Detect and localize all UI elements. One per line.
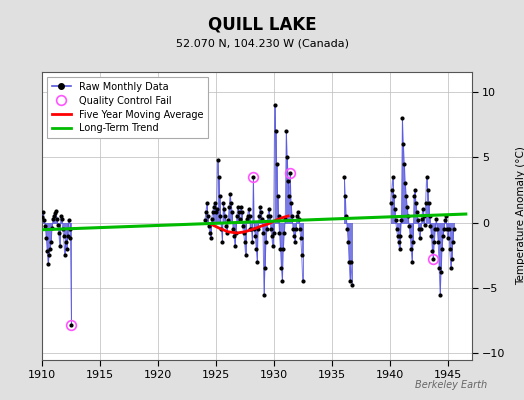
Text: QUILL LAKE: QUILL LAKE (208, 16, 316, 34)
Text: 52.070 N, 104.230 W (Canada): 52.070 N, 104.230 W (Canada) (176, 38, 348, 48)
Y-axis label: Temperature Anomaly (°C): Temperature Anomaly (°C) (517, 146, 524, 286)
Text: Berkeley Earth: Berkeley Earth (415, 380, 487, 390)
Legend: Raw Monthly Data, Quality Control Fail, Five Year Moving Average, Long-Term Tren: Raw Monthly Data, Quality Control Fail, … (47, 77, 208, 138)
